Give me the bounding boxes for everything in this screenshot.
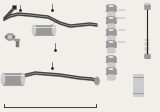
Bar xyxy=(16,41,19,47)
Bar xyxy=(106,6,116,11)
Bar xyxy=(107,64,115,67)
Ellipse shape xyxy=(109,41,113,43)
Bar xyxy=(14,39,20,41)
Bar xyxy=(3,73,23,85)
Ellipse shape xyxy=(107,51,115,54)
Bar xyxy=(106,42,116,47)
Bar xyxy=(106,18,116,23)
Bar xyxy=(107,25,115,28)
Ellipse shape xyxy=(107,78,115,81)
Ellipse shape xyxy=(144,3,150,5)
Ellipse shape xyxy=(8,36,12,39)
Bar xyxy=(144,54,150,58)
Ellipse shape xyxy=(106,68,116,70)
Ellipse shape xyxy=(106,22,116,25)
Ellipse shape xyxy=(109,56,113,58)
Ellipse shape xyxy=(5,33,15,41)
Bar xyxy=(144,4,150,9)
Ellipse shape xyxy=(107,66,115,69)
Ellipse shape xyxy=(107,12,115,14)
Ellipse shape xyxy=(109,68,113,70)
Ellipse shape xyxy=(107,36,115,39)
Ellipse shape xyxy=(106,72,116,75)
Ellipse shape xyxy=(107,24,115,27)
Bar xyxy=(13,36,15,38)
Bar xyxy=(106,69,116,74)
Ellipse shape xyxy=(32,25,36,35)
Bar xyxy=(133,74,143,96)
Ellipse shape xyxy=(106,10,116,13)
Ellipse shape xyxy=(106,28,116,31)
Ellipse shape xyxy=(109,29,113,31)
Ellipse shape xyxy=(107,39,115,42)
Bar xyxy=(107,76,115,79)
Ellipse shape xyxy=(109,5,113,7)
Ellipse shape xyxy=(106,41,116,43)
Ellipse shape xyxy=(107,47,115,51)
Ellipse shape xyxy=(95,77,100,85)
Bar xyxy=(106,57,116,62)
Bar xyxy=(107,49,115,52)
Bar xyxy=(5,36,7,38)
Ellipse shape xyxy=(107,14,115,17)
Ellipse shape xyxy=(1,73,5,85)
Ellipse shape xyxy=(106,45,116,48)
Bar xyxy=(34,25,54,35)
Ellipse shape xyxy=(106,4,116,8)
Ellipse shape xyxy=(106,33,116,37)
Ellipse shape xyxy=(106,60,116,64)
Ellipse shape xyxy=(109,17,113,19)
Bar xyxy=(12,5,16,9)
Ellipse shape xyxy=(21,73,25,85)
Bar xyxy=(106,30,116,35)
Ellipse shape xyxy=(106,56,116,58)
Ellipse shape xyxy=(107,62,115,66)
Ellipse shape xyxy=(106,16,116,19)
Bar xyxy=(107,13,115,16)
Ellipse shape xyxy=(107,27,115,29)
Ellipse shape xyxy=(52,25,56,35)
Bar xyxy=(107,37,115,40)
Ellipse shape xyxy=(107,74,115,78)
